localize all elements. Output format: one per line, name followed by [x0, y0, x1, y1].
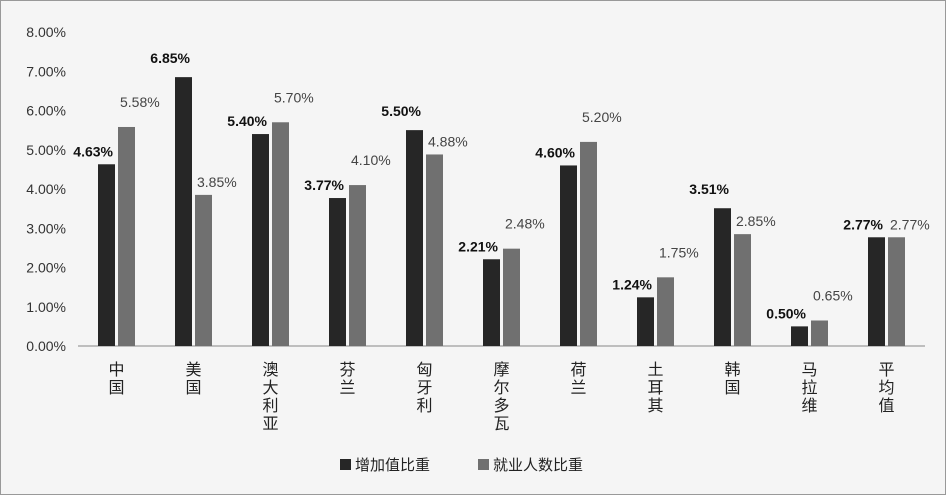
- legend: 增加值比重 就业人数比重: [340, 456, 583, 474]
- y-tick-label: 7.00%: [26, 63, 66, 79]
- data-label: 3.77%: [304, 177, 344, 193]
- category-labels-group: 中国 美国 澳大利亚 芬兰 匈牙利 摩尔多瓦 荷兰 土耳其 韩国 马拉维 平均值: [108, 360, 894, 433]
- bar-employment: [734, 234, 751, 346]
- data-label: 0.50%: [766, 305, 806, 321]
- bars-group: [98, 77, 905, 347]
- legend-label-employment: 就业人数比重: [493, 456, 583, 474]
- y-tick-label: 2.00%: [26, 260, 66, 276]
- data-label: 1.24%: [612, 276, 652, 292]
- category-label: 韩国: [724, 360, 740, 397]
- bar-value-added: [98, 164, 115, 346]
- category-label: 澳大利亚: [262, 360, 278, 433]
- data-label: 2.48%: [505, 216, 545, 232]
- bar-value-added: [406, 130, 423, 346]
- category-label: 平均值: [878, 360, 894, 415]
- bar-value-added: [483, 259, 500, 346]
- data-label: 5.70%: [274, 89, 314, 105]
- data-label: 2.77%: [890, 216, 930, 232]
- bar-value-added: [560, 165, 577, 346]
- category-label: 中国: [108, 360, 124, 397]
- category-label: 马拉维: [801, 360, 817, 415]
- category-label: 匈牙利: [416, 360, 432, 415]
- bar-employment: [811, 320, 828, 346]
- y-tick-label: 4.00%: [26, 181, 66, 197]
- bar-employment: [888, 237, 905, 346]
- y-tick-label: 0.00%: [26, 338, 66, 354]
- data-label: 5.58%: [120, 94, 160, 110]
- category-label: 土耳其: [647, 360, 663, 415]
- data-label: 5.40%: [227, 113, 267, 129]
- data-label: 2.85%: [736, 213, 776, 229]
- bar-value-added: [329, 198, 346, 346]
- bar-value-added: [868, 237, 885, 346]
- category-label: 荷兰: [570, 360, 586, 397]
- data-label: 3.51%: [689, 181, 729, 197]
- bar-employment: [349, 185, 366, 346]
- legend-label-value-added: 增加值比重: [355, 456, 430, 474]
- data-label: 0.65%: [813, 287, 853, 303]
- data-label: 5.20%: [582, 109, 622, 125]
- category-label: 芬兰: [339, 360, 355, 397]
- category-label: 美国: [185, 360, 201, 397]
- y-axis-ticks: 0.00% 1.00% 2.00% 3.00% 4.00% 5.00% 6.00% 7.00%…: [26, 24, 66, 354]
- y-tick-label: 6.00%: [26, 103, 66, 119]
- bar-value-added: [252, 134, 269, 346]
- data-label: 4.88%: [428, 133, 468, 149]
- data-label: 1.75%: [659, 244, 699, 260]
- y-tick-label: 8.00%: [26, 24, 66, 40]
- bar-employment: [118, 126, 135, 346]
- y-tick-label: 1.00%: [26, 299, 66, 315]
- bar-value-added: [637, 297, 654, 346]
- data-label: 3.85%: [197, 174, 237, 190]
- data-label: 6.85%: [150, 50, 190, 66]
- bar-value-added: [175, 77, 192, 346]
- legend-swatch-value-added: [340, 459, 351, 470]
- data-label: 2.77%: [843, 216, 883, 232]
- bar-value-added: [791, 326, 808, 346]
- legend-swatch-employment: [478, 459, 489, 470]
- bar-employment: [657, 277, 674, 346]
- data-label: 2.21%: [458, 238, 498, 254]
- y-tick-label: 5.00%: [26, 142, 66, 158]
- data-labels-group: 4.63% 5.58% 6.85% 3.85% 5.40% 5.70% 3.77% 4.10%…: [73, 50, 929, 321]
- bar-value-added: [714, 208, 731, 346]
- bar-employment: [580, 141, 597, 346]
- bar-employment: [195, 194, 212, 346]
- data-label: 5.50%: [381, 103, 421, 119]
- bar-employment: [503, 248, 520, 346]
- data-label: 4.63%: [73, 143, 113, 159]
- data-label: 4.10%: [351, 152, 391, 168]
- bar-employment: [426, 154, 443, 346]
- data-label: 4.60%: [535, 144, 575, 160]
- y-tick-label: 3.00%: [26, 220, 66, 236]
- category-label: 摩尔多瓦: [493, 360, 509, 433]
- bar-employment: [272, 122, 289, 347]
